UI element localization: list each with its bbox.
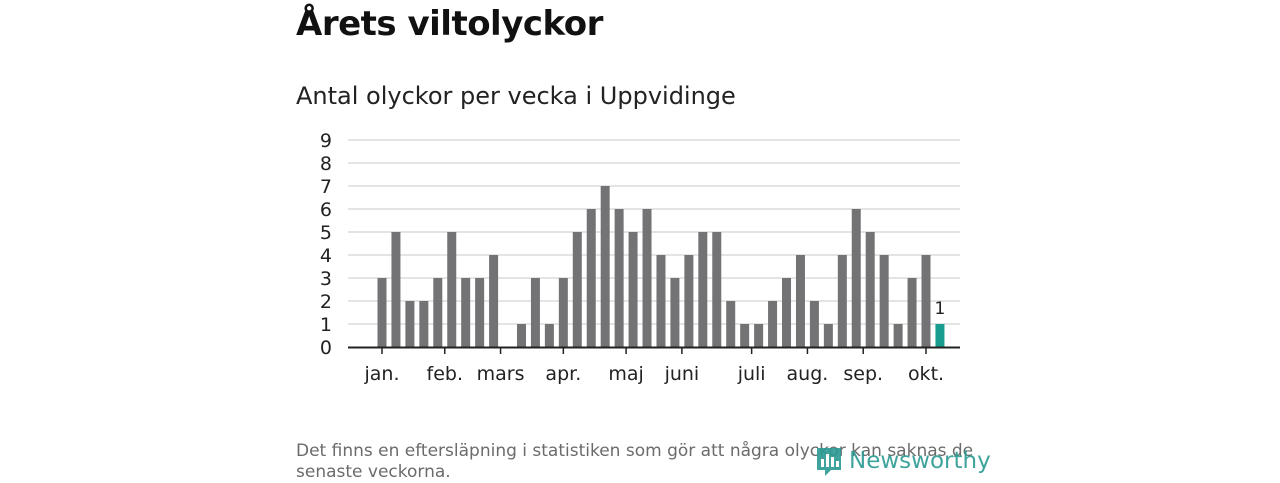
y-tick-label: 9 [320, 130, 332, 152]
logo-text: Newsworthy [849, 448, 991, 474]
bar [740, 324, 750, 347]
bar [642, 209, 652, 347]
bar [461, 278, 471, 347]
bar [530, 278, 540, 347]
bar [823, 324, 833, 347]
bar [726, 301, 736, 347]
bar [433, 278, 443, 347]
x-tick-label: juli [737, 363, 766, 385]
y-tick-label: 6 [320, 199, 332, 221]
bar [809, 301, 819, 347]
x-tick-label: juni [664, 363, 700, 385]
x-tick-label: jan. [363, 363, 399, 385]
bar [754, 324, 764, 347]
bar [558, 278, 568, 347]
bar [768, 301, 778, 347]
x-tick-label: mars [477, 363, 525, 385]
bar [782, 278, 792, 347]
bar [795, 255, 805, 347]
y-tick-label: 1 [320, 314, 332, 336]
bar [391, 232, 401, 347]
bar [698, 232, 708, 347]
bar [489, 255, 499, 347]
bar [851, 209, 861, 347]
bars [377, 186, 945, 347]
y-tick-label: 5 [320, 222, 332, 244]
bar [572, 232, 582, 347]
bar [600, 186, 610, 347]
bar [447, 232, 457, 347]
bar [544, 324, 554, 347]
bar [879, 255, 889, 347]
bar [670, 278, 680, 347]
bar [628, 232, 638, 347]
y-tick-label: 2 [320, 291, 332, 313]
x-tick-label: sep. [843, 363, 883, 385]
y-tick-label: 3 [320, 268, 332, 290]
bar [907, 278, 917, 347]
bar [684, 255, 694, 347]
y-tick-label: 8 [320, 153, 332, 175]
bar [712, 232, 722, 347]
bar [419, 301, 429, 347]
page-title: Årets viltolyckor [296, 4, 603, 44]
footnote: Det finns en eftersläpning i statistiken… [296, 441, 974, 482]
bar [893, 324, 903, 347]
bar [656, 255, 666, 347]
x-tick-label: apr. [545, 363, 581, 385]
bar [614, 209, 624, 347]
data-labels: 1 [935, 299, 946, 319]
bar [921, 255, 931, 347]
y-tick-label: 0 [320, 337, 332, 359]
x-tick-label: aug. [787, 363, 829, 385]
bar [865, 232, 875, 347]
bar [405, 301, 415, 347]
chart-title: Antal olyckor per vecka i Uppvidinge [296, 82, 736, 110]
x-axis-ticks: jan. feb. mars apr. maj juni juli aug. sep. okt. [363, 347, 944, 385]
newsworthy-logo: Newsworthy [815, 444, 991, 478]
x-tick-label: maj [608, 363, 643, 385]
x-tick-label: feb. [427, 363, 463, 385]
bar-highlight [935, 324, 945, 347]
bar [837, 255, 847, 347]
bar [586, 209, 596, 347]
y-tick-label: 7 [320, 176, 332, 198]
bar [516, 324, 526, 347]
data-label-last: 1 [935, 299, 946, 319]
y-tick-label: 4 [320, 245, 332, 267]
bar [475, 278, 485, 347]
bar-chart-bubble-icon [817, 448, 841, 476]
bar [377, 278, 387, 347]
x-tick-label: okt. [908, 363, 944, 385]
